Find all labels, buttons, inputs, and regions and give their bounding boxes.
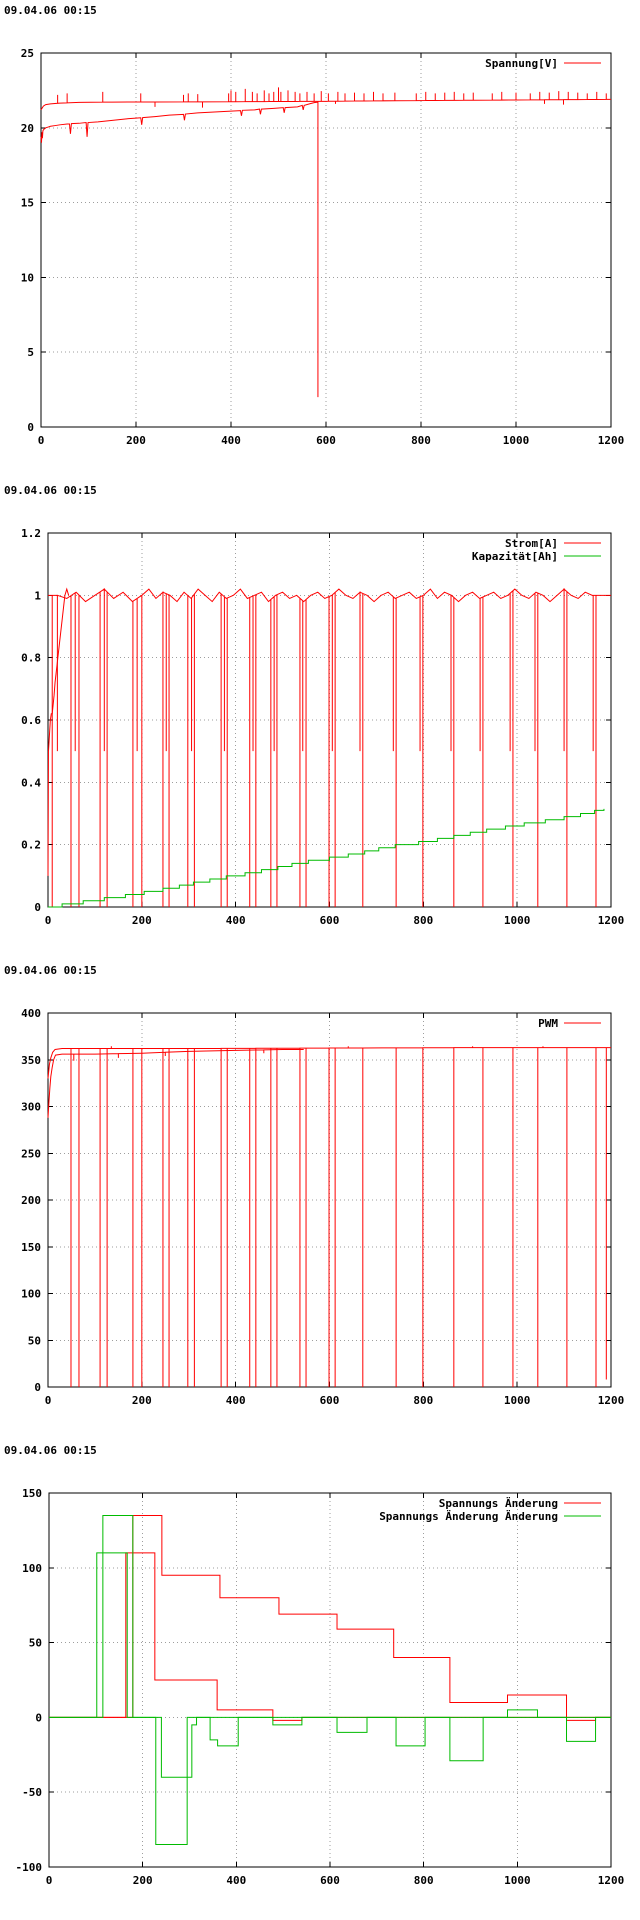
svg-text:-50: -50 bbox=[22, 1786, 42, 1799]
pwm-chart-canvas: 0 200 400 600 800 1000 1200 0 50 100 150 200 250 300 3… bbox=[21, 1007, 625, 1407]
svg-text:350: 350 bbox=[21, 1054, 41, 1067]
svg-text:400: 400 bbox=[221, 434, 241, 447]
svg-text:1000: 1000 bbox=[503, 434, 530, 447]
svg-text:0: 0 bbox=[38, 434, 45, 447]
chart-timestamp: 09.04.06 00:15 bbox=[4, 1444, 97, 1457]
svg-text:1200: 1200 bbox=[598, 434, 625, 447]
svg-text:1200: 1200 bbox=[598, 914, 625, 927]
svg-text:25: 25 bbox=[21, 47, 34, 60]
svg-text:20: 20 bbox=[21, 122, 34, 135]
svg-text:PWM: PWM bbox=[538, 1017, 558, 1030]
svg-text:0: 0 bbox=[35, 1711, 42, 1724]
svg-text:200: 200 bbox=[126, 434, 146, 447]
svg-text:0: 0 bbox=[46, 1874, 53, 1887]
svg-text:800: 800 bbox=[413, 914, 433, 927]
chart-timestamp: 09.04.06 00:15 bbox=[4, 484, 97, 497]
svg-text:400: 400 bbox=[21, 1007, 41, 1020]
svg-text:0: 0 bbox=[34, 901, 41, 914]
svg-text:0: 0 bbox=[27, 421, 34, 434]
svg-text:150: 150 bbox=[22, 1487, 42, 1500]
svg-text:1.2: 1.2 bbox=[21, 527, 41, 540]
svg-text:800: 800 bbox=[414, 1874, 434, 1887]
spannungs-aenderung-chart-canvas: 0 200 400 600 800 1000 1200 -100 -50 0 50 100 150 Spa… bbox=[16, 1487, 625, 1887]
svg-text:200: 200 bbox=[21, 1194, 41, 1207]
svg-text:250: 250 bbox=[21, 1147, 41, 1160]
svg-text:200: 200 bbox=[132, 914, 152, 927]
svg-text:Kapazität[Ah]: Kapazität[Ah] bbox=[472, 550, 558, 563]
svg-text:0.2: 0.2 bbox=[21, 839, 41, 852]
svg-text:600: 600 bbox=[320, 914, 340, 927]
spannung-chart-canvas: 0 200 400 600 800 1000 1200 0 5 10 15 20 25 Spannung[… bbox=[21, 47, 625, 447]
svg-text:200: 200 bbox=[132, 1394, 152, 1407]
svg-text:600: 600 bbox=[316, 434, 336, 447]
svg-text:0: 0 bbox=[45, 1394, 52, 1407]
svg-text:150: 150 bbox=[21, 1241, 41, 1254]
svg-text:0: 0 bbox=[45, 914, 52, 927]
svg-text:Spannungs Änderung: Spannungs Änderung bbox=[439, 1496, 558, 1510]
svg-text:600: 600 bbox=[320, 1394, 340, 1407]
svg-text:800: 800 bbox=[411, 434, 431, 447]
svg-text:100: 100 bbox=[22, 1562, 42, 1575]
svg-text:-100: -100 bbox=[16, 1861, 43, 1874]
svg-text:Spannungs Änderung Änderung: Spannungs Änderung Änderung bbox=[379, 1509, 558, 1523]
svg-text:Strom[A]: Strom[A] bbox=[505, 537, 558, 550]
svg-text:0.8: 0.8 bbox=[21, 652, 41, 665]
svg-text:Spannung[V]: Spannung[V] bbox=[485, 57, 558, 70]
chart-block-spannung: 09.04.06 00:15 0 200 400 600 800 1000 1200 0 5 10… bbox=[0, 0, 640, 480]
svg-text:300: 300 bbox=[21, 1101, 41, 1114]
svg-text:50: 50 bbox=[28, 1334, 41, 1347]
svg-text:800: 800 bbox=[413, 1394, 433, 1407]
svg-text:400: 400 bbox=[226, 1874, 246, 1887]
svg-text:600: 600 bbox=[320, 1874, 340, 1887]
svg-text:1: 1 bbox=[34, 589, 41, 602]
svg-text:0.6: 0.6 bbox=[21, 714, 41, 727]
svg-text:0: 0 bbox=[34, 1381, 41, 1394]
chart-timestamp: 09.04.06 00:15 bbox=[4, 4, 97, 17]
svg-text:200: 200 bbox=[133, 1874, 153, 1887]
svg-text:10: 10 bbox=[21, 271, 34, 284]
svg-text:400: 400 bbox=[226, 914, 246, 927]
svg-text:1200: 1200 bbox=[598, 1874, 625, 1887]
svg-text:1000: 1000 bbox=[504, 1874, 531, 1887]
svg-text:0.4: 0.4 bbox=[21, 776, 41, 789]
svg-text:1000: 1000 bbox=[504, 1394, 531, 1407]
svg-text:15: 15 bbox=[21, 197, 34, 210]
chart-block-strom-kapazitaet: 09.04.06 00:15 0 200 400 600 800 1000 1200 0 0.2… bbox=[0, 480, 640, 960]
svg-text:5: 5 bbox=[27, 346, 34, 359]
svg-text:100: 100 bbox=[21, 1288, 41, 1301]
svg-text:400: 400 bbox=[226, 1394, 246, 1407]
strom-kapazitaet-chart-canvas: 0 200 400 600 800 1000 1200 0 0.2 0.4 0.6 0.8 1 1.2 St… bbox=[21, 527, 625, 927]
chart-block-spannungs-aenderung: 09.04.06 00:15 0 200 400 600 800 1000 1200 -100… bbox=[0, 1440, 640, 1920]
chart-timestamp: 09.04.06 00:15 bbox=[4, 964, 97, 977]
svg-text:1200: 1200 bbox=[598, 1394, 625, 1407]
chart-block-pwm: 09.04.06 00:15 0 200 400 600 800 1000 1200 0 50 1… bbox=[0, 960, 640, 1440]
svg-text:50: 50 bbox=[29, 1637, 42, 1650]
svg-text:1000: 1000 bbox=[504, 914, 531, 927]
